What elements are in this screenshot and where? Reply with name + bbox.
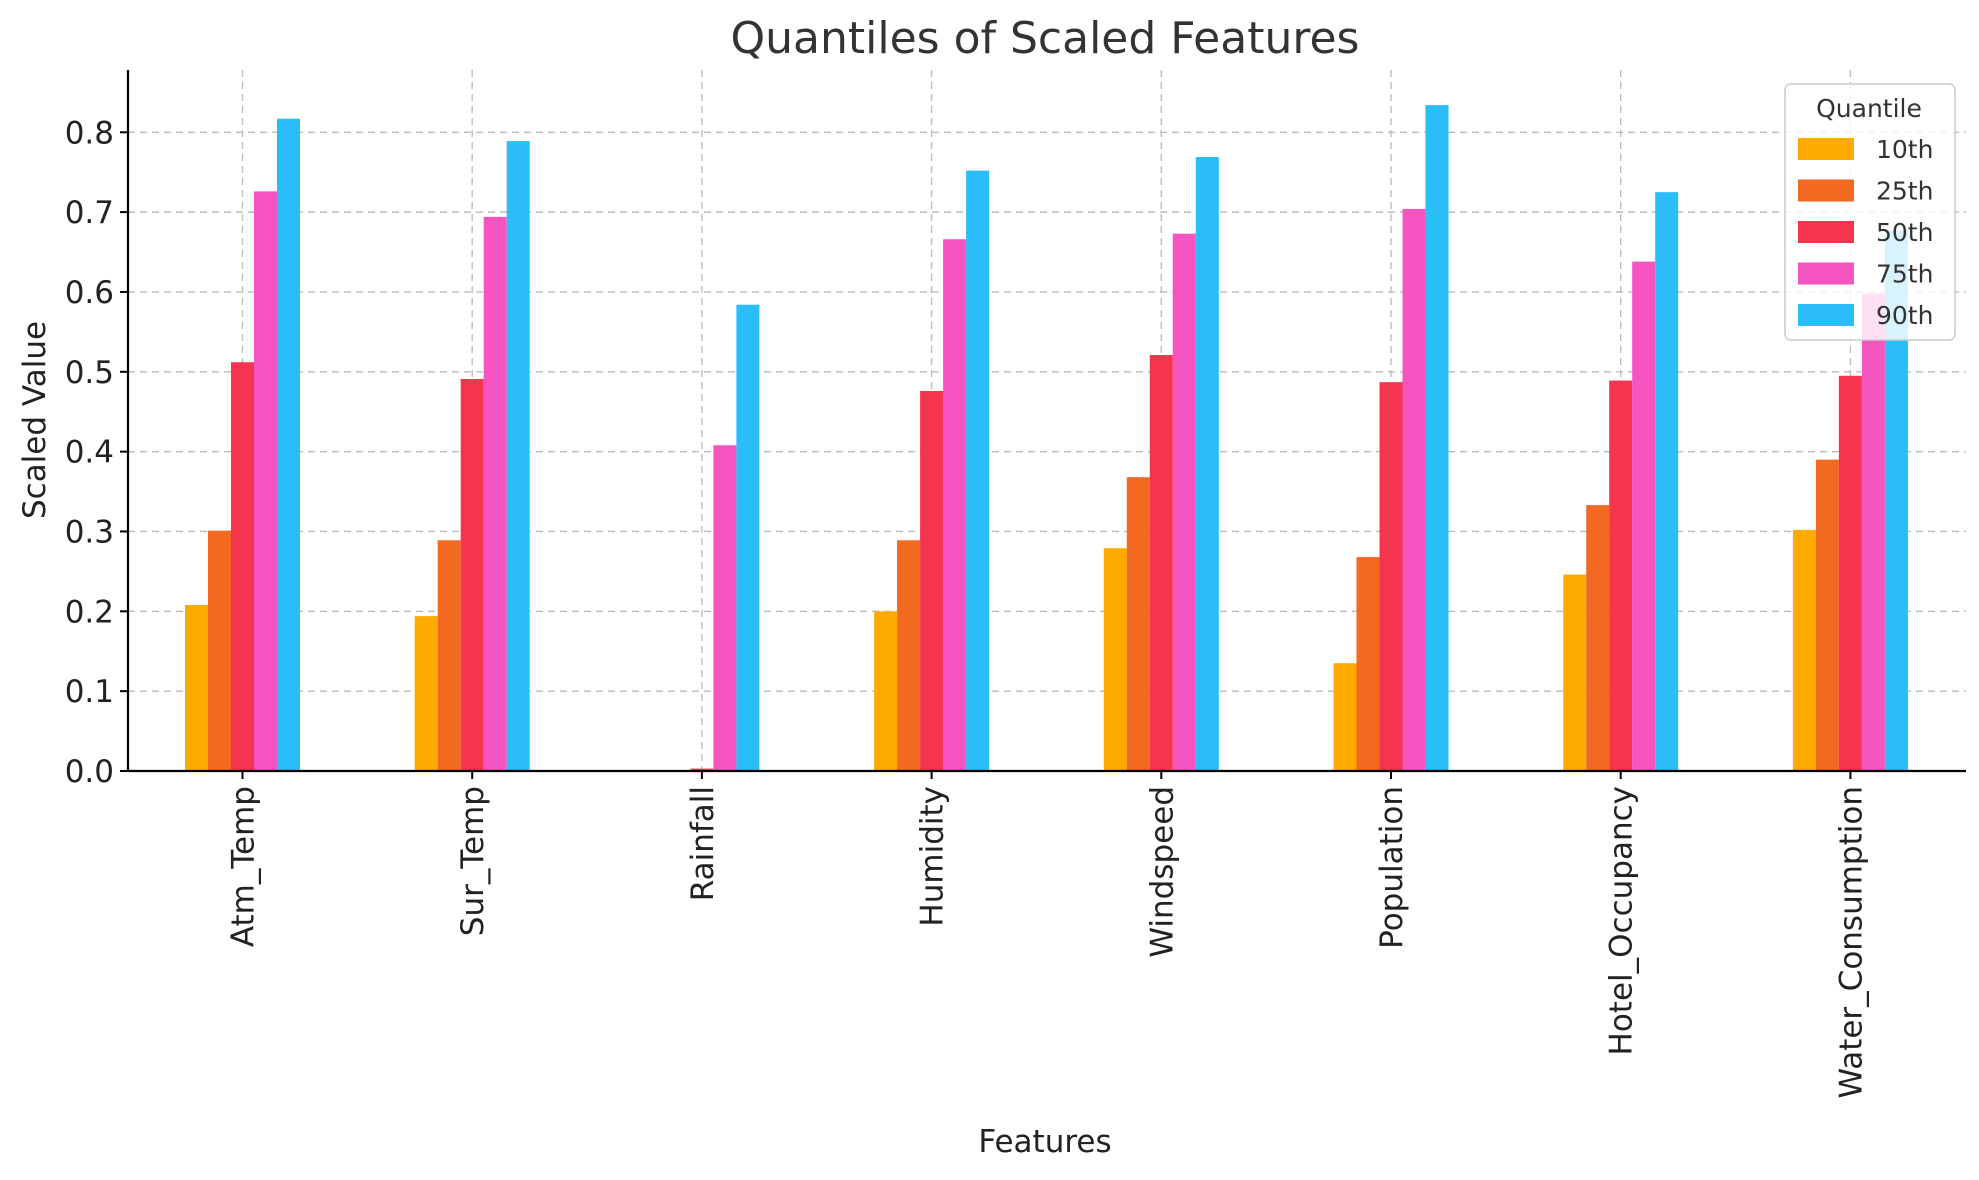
y-tick-label: 0.1 [65,674,114,710]
bar-population-50th [1379,382,1403,771]
bar-hotel_occupancy-75th [1632,261,1656,771]
bar-hotel_occupancy-10th [1563,574,1587,771]
bar-sur_temp-25th [437,540,461,771]
bar-windspeed-90th [1195,157,1219,772]
bar-population-10th [1333,663,1357,771]
bar-windspeed-75th [1172,233,1196,772]
legend-swatch [1798,304,1854,326]
legend-label: 25th [1876,177,1933,206]
y-tick-label: 0.2 [65,594,114,630]
x-tick-label: Sur_Temp [455,786,491,936]
x-tick-label: Hotel_Occupancy [1604,786,1640,1055]
bar-water_consumption-50th [1838,375,1862,771]
x-tick-label: Rainfall [685,786,721,901]
y-tick-label: 0.3 [65,514,114,550]
bar-population-25th [1356,557,1380,771]
bar-rainfall-90th [736,304,760,771]
y-tick-label: 0.0 [65,754,114,790]
legend-swatch [1798,262,1854,285]
bar-humidity-25th [897,540,921,771]
legend-title: Quantile [1816,94,1922,123]
bar-water_consumption-10th [1792,529,1816,771]
x-tick-label: Water_Consumption [1833,786,1869,1098]
bar-sur_temp-10th [414,616,438,771]
bar-humidity-90th [966,170,990,771]
bar-windspeed-10th [1103,548,1127,771]
bar-sur_temp-75th [483,216,507,771]
x-tick-label: Humidity [915,786,951,927]
legend-swatch [1798,138,1854,160]
legend-label: 50th [1876,218,1933,247]
y-axis-label: Scaled Value [17,321,53,519]
x-tick-label: Atm_Temp [226,786,262,947]
chart-title: Quantiles of Scaled Features [731,13,1360,64]
bar-rainfall-75th [713,445,737,771]
bar-humidity-10th [874,611,898,771]
x-tick-labels: Atm_Temp Sur_Temp Rainfall Humidity Windspee… [226,771,1869,1098]
y-tick-label: 0.6 [65,275,114,311]
bar-hotel_occupancy-50th [1609,380,1633,771]
bar-sur_temp-90th [506,141,530,771]
legend-label: 10th [1876,135,1933,164]
bar-sur_temp-50th [460,378,484,771]
bar-windspeed-25th [1126,477,1150,771]
axes-layer [126,70,1966,773]
bar-population-75th [1402,208,1426,771]
bar-rainfall-50th [690,768,714,771]
bar-water_consumption-75th [1861,293,1885,771]
bar-atm_temp-50th [231,362,254,771]
legend-label: 90th [1876,301,1933,330]
bar-humidity-75th [943,239,967,771]
y-tick-label: 0.8 [65,115,114,151]
legend-swatch [1798,221,1854,243]
bar-hotel_occupancy-90th [1655,192,1679,772]
y-tick-label: 0.5 [65,355,114,391]
x-tick-label: Population [1374,786,1410,949]
bar-humidity-50th [920,390,944,771]
bar-hotel_occupancy-25th [1586,505,1610,771]
bars-layer [185,105,1908,772]
y-tick-labels: 0.0 0.1 0.2 0.3 0.4 0.5 0.6 0.7 0.8 [65,115,128,790]
legend-swatch [1798,179,1854,202]
y-tick-label: 0.4 [65,435,114,471]
bar-atm_temp-10th [185,604,208,771]
legend-label: 75th [1876,260,1933,289]
x-tick-label: Windspeed [1144,786,1180,958]
grid-layer [128,70,1966,772]
bar-water_consumption-90th [1884,230,1908,771]
bar-water_consumption-25th [1815,459,1839,771]
x-axis-label: Features [978,1124,1111,1160]
bar-population-90th [1425,105,1449,772]
bar-atm_temp-90th [277,118,300,771]
y-tick-label: 0.7 [65,195,114,231]
bar-windspeed-50th [1149,355,1173,771]
bar-atm_temp-75th [254,191,277,771]
bar-atm_temp-25th [208,530,231,771]
legend: Quantile 10th 25th 50th 75th 90th [1784,83,1956,341]
